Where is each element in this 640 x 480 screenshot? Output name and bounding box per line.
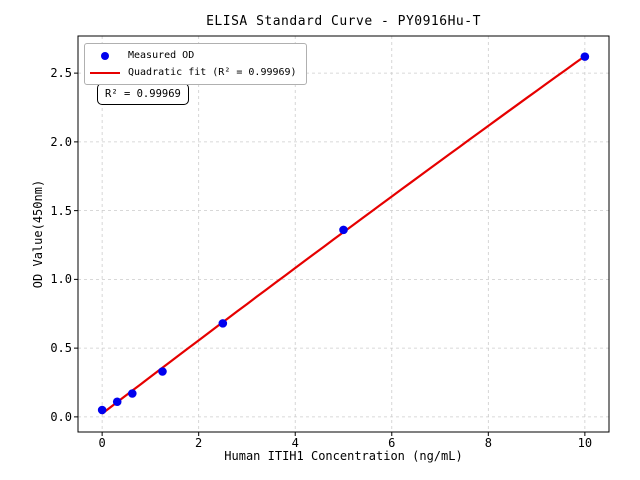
fit-line-icon	[90, 71, 120, 74]
data-point	[112, 397, 122, 407]
fit-line-path	[101, 55, 586, 415]
legend-label-measured-od: Measured OD	[128, 50, 195, 61]
data-point	[218, 319, 228, 328]
legend: Measured OD Quadratic fit (R² = 0.99969)	[84, 43, 307, 85]
axis-tick-marks	[74, 72, 586, 436]
y-tick-label: 2.0	[50, 134, 72, 149]
y-tick-label: 0.5	[50, 341, 72, 356]
x-tick-label: 8	[484, 436, 492, 450]
legend-item-quadratic-fit: Quadratic fit (R² = 0.99969)	[90, 66, 297, 79]
y-tick-label: 2.5	[50, 66, 72, 81]
data-point	[97, 405, 107, 415]
data-point	[580, 52, 590, 61]
y-tick-label: 1.5	[50, 203, 72, 218]
data-point	[158, 367, 167, 376]
data-point	[128, 389, 137, 398]
legend-item-measured-od: Measured OD	[90, 49, 297, 62]
x-axis-label: Human ITIH1 Concentration (ng/mL)	[224, 449, 463, 463]
chart-title: ELISA Standard Curve - PY0916Hu-T	[206, 14, 481, 29]
x-tick-label: 6	[388, 436, 396, 450]
data-point	[339, 225, 348, 235]
y-axis-label: OD Value(450nm)	[31, 179, 45, 289]
y-tick-label: 1.0	[50, 272, 72, 287]
measured-od-points	[97, 52, 590, 415]
legend-label-quadratic-fit: Quadratic fit (R² = 0.99969)	[128, 67, 297, 78]
y-tick-label: 0.0	[50, 409, 72, 424]
r-squared-annotation: R² = 0.99969	[97, 83, 189, 105]
legend-marker-cell	[90, 51, 120, 60]
legend-marker-cell	[90, 71, 120, 74]
x-tick-label: 10	[577, 436, 593, 450]
x-tick-label: 4	[291, 436, 299, 450]
x-tick-label: 0	[98, 436, 106, 450]
quadratic-fit-line	[101, 55, 586, 415]
scatter-dot-icon	[101, 51, 109, 60]
x-tick-label: 2	[195, 436, 203, 450]
